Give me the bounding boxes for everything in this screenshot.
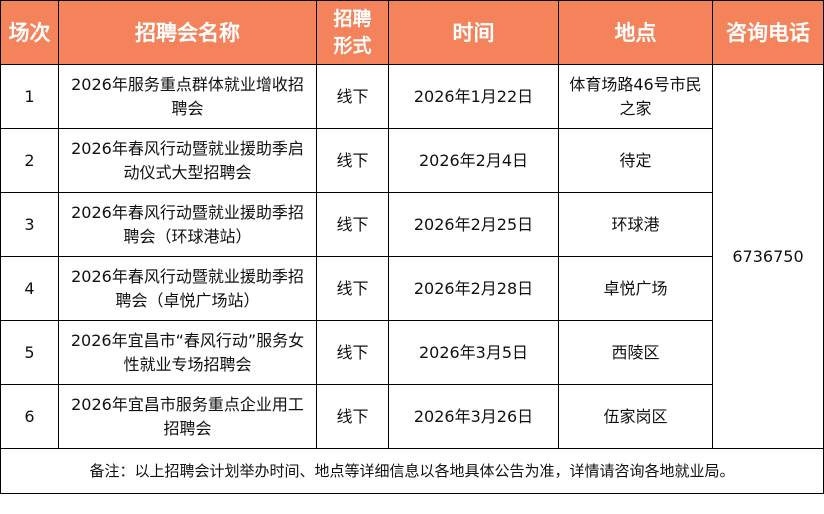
note-row: 备注：以上招聘会计划举办时间、地点等详细信息以各地具体公告为准，详情请咨询各地就…	[0, 448, 824, 494]
cell-date: 2026年3月5日	[388, 320, 559, 385]
cell-name: 2026年春风行动暨就业援助季招聘会（卓悦广场站）	[58, 256, 317, 321]
cell-form: 线下	[316, 256, 389, 321]
cell-date: 2026年2月4日	[388, 128, 559, 193]
cell-place: 西陵区	[558, 320, 713, 385]
header-row: 场次 招聘会名称 招聘形式 时间 地点 咨询电话	[0, 0, 824, 65]
cell-form: 线下	[316, 64, 389, 129]
table-row: 4 2026年春风行动暨就业援助季招聘会（卓悦广场站） 线下 2026年2月28…	[0, 256, 824, 321]
cell-form: 线下	[316, 384, 389, 449]
cell-name: 2026年春风行动暨就业援助季启动仪式大型招聘会	[58, 128, 317, 193]
table-row: 3 2026年春风行动暨就业援助季招聘会（环球港站） 线下 2026年2月25日…	[0, 192, 824, 257]
cell-no: 4	[0, 256, 59, 321]
cell-name: 2026年宜昌市服务重点企业用工招聘会	[58, 384, 317, 449]
cell-no: 5	[0, 320, 59, 385]
cell-no: 6	[0, 384, 59, 449]
table-row: 5 2026年宜昌市“春风行动”服务女性就业专场招聘会 线下 2026年3月5日…	[0, 320, 824, 385]
col-header-place: 地点	[558, 0, 713, 65]
cell-place: 卓悦广场	[558, 256, 713, 321]
table-row: 2 2026年春风行动暨就业援助季启动仪式大型招聘会 线下 2026年2月4日 …	[0, 128, 824, 193]
cell-place: 伍家岗区	[558, 384, 713, 449]
cell-name: 2026年宜昌市“春风行动”服务女性就业专场招聘会	[58, 320, 317, 385]
footnote: 备注：以上招聘会计划举办时间、地点等详细信息以各地具体公告为准，详情请咨询各地就…	[0, 448, 824, 494]
cell-no: 2	[0, 128, 59, 193]
table-row: 6 2026年宜昌市服务重点企业用工招聘会 线下 2026年3月26日 伍家岗区	[0, 384, 824, 449]
cell-place: 待定	[558, 128, 713, 193]
cell-name: 2026年春风行动暨就业援助季招聘会（环球港站）	[58, 192, 317, 257]
cell-form: 线下	[316, 192, 389, 257]
cell-phone: 6736750	[712, 64, 824, 449]
cell-date: 2026年1月22日	[388, 64, 559, 129]
cell-form: 线下	[316, 128, 389, 193]
cell-date: 2026年3月26日	[388, 384, 559, 449]
cell-place: 环球港	[558, 192, 713, 257]
col-header-phone: 咨询电话	[712, 0, 824, 65]
cell-form: 线下	[316, 320, 389, 385]
col-header-name: 招聘会名称	[58, 0, 317, 65]
cell-no: 3	[0, 192, 59, 257]
cell-place: 体育场路46号市民之家	[558, 64, 713, 129]
col-header-date: 时间	[388, 0, 559, 65]
cell-date: 2026年2月28日	[388, 256, 559, 321]
table-row: 1 2026年服务重点群体就业增收招聘会 线下 2026年1月22日 体育场路4…	[0, 64, 824, 449]
job-fair-table: 场次 招聘会名称 招聘形式 时间 地点 咨询电话 1 2026年服务重点群体就业…	[0, 0, 824, 494]
col-header-no: 场次	[0, 0, 59, 65]
cell-name: 2026年服务重点群体就业增收招聘会	[58, 64, 317, 129]
col-header-form: 招聘形式	[316, 0, 389, 65]
cell-no: 1	[0, 64, 59, 129]
cell-date: 2026年2月25日	[388, 192, 559, 257]
